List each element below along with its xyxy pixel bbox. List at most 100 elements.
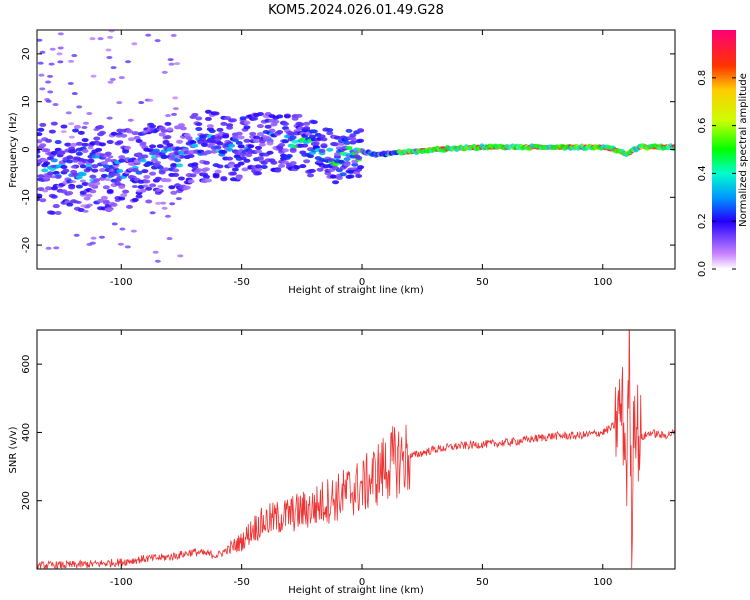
spectrogram-cell: [95, 147, 103, 152]
spectrogram-cell: [260, 164, 268, 169]
spectrogram-noise-cell: [154, 39, 161, 43]
spectrogram-cell: [355, 173, 363, 178]
spectrogram-noise-cell: [107, 80, 114, 84]
spectrogram-noise-cell: [147, 98, 154, 102]
spectrogram-cell: [256, 132, 264, 137]
spectrogram-cell: [191, 165, 199, 170]
spectrogram-cell: [75, 184, 83, 189]
spectrogram-cell: [110, 202, 118, 207]
spectrogram-y-tick-label: -20: [21, 237, 32, 253]
spectrogram-cell: [343, 162, 351, 167]
spectrogram-noise-cell: [90, 74, 97, 78]
spectrogram-noise-cell: [111, 222, 118, 226]
spectrogram-cell: [102, 199, 110, 204]
spectrogram-cell: [176, 163, 184, 168]
spectrogram-noise-cell: [169, 146, 176, 150]
spectrogram-y-tick-label: -10: [21, 189, 32, 205]
spectrogram-noise-cell: [73, 200, 80, 204]
spectrogram-cell: [85, 193, 93, 198]
spectrogram-cell: [81, 138, 89, 143]
spectrogram-cell: [164, 178, 172, 183]
spectrogram-noise-cell: [142, 184, 149, 188]
spectrogram-noise-cell: [48, 62, 55, 66]
snr-x-tick-label: -100: [110, 577, 133, 588]
spectrogram-noise-cell: [155, 201, 162, 205]
spectrogram-cell: [191, 112, 199, 117]
spectrogram-cell: [66, 159, 74, 164]
spectrogram-cell: [237, 144, 245, 149]
spectrogram-cell: [141, 169, 149, 174]
spectrogram-cell: [143, 174, 151, 179]
spectrogram-noise-cell: [135, 189, 142, 193]
spectrogram-cell: [116, 168, 124, 173]
spectrogram-cell: [60, 164, 68, 169]
spectrogram-cell: [231, 135, 239, 140]
spectrogram-noise-cell: [57, 60, 64, 64]
spectrogram-noise-cell: [65, 111, 72, 115]
spectrogram-noise-cell: [76, 105, 83, 109]
spectrogram-cell: [274, 168, 282, 173]
spectrogram-cell: [100, 195, 108, 200]
spectrogram-cell: [48, 210, 56, 215]
spectrogram-cell: [39, 122, 47, 127]
snr-y-ticks: 200 400 600: [21, 355, 675, 510]
spectrogram-cell: [164, 135, 172, 140]
spectrogram-cell: [147, 161, 155, 166]
spectrogram-x-tick-label: -100: [110, 277, 133, 288]
spectrogram-noise-cell: [56, 52, 63, 56]
spectrogram-cell: [357, 138, 365, 143]
spectrogram-noise-cell: [174, 62, 181, 66]
spectrogram-cell: [278, 143, 286, 148]
spectrogram-cell: [254, 171, 262, 176]
spectrogram-cell: [337, 159, 345, 164]
spectrogram-cell: [303, 159, 311, 164]
spectrogram-cell: [345, 128, 353, 133]
spectrogram-cell: [54, 210, 62, 215]
spectrogram-noise-cell: [70, 180, 77, 184]
spectrogram-noise-cell: [161, 70, 168, 74]
spectrogram-cell: [241, 167, 249, 172]
spectrogram-noise-cell: [91, 180, 98, 184]
spectrogram-x-tick-label: 0: [359, 277, 365, 288]
spectrogram-cell: [303, 126, 311, 131]
spectrogram-cell: [87, 159, 95, 164]
spectrogram-cell: [201, 142, 209, 147]
spectrogram-noise-cell: [67, 81, 74, 85]
spectrogram-cell: [228, 143, 236, 148]
spectrogram-cell: [43, 148, 51, 153]
spectrogram-noise-cell: [50, 175, 57, 179]
spectrogram-cell: [243, 120, 251, 125]
spectrogram-cell: [291, 116, 299, 121]
spectrogram-x-label: Height of straight line (km): [288, 285, 424, 296]
spectrogram-cell: [281, 139, 289, 144]
spectrogram-cell: [162, 139, 170, 144]
spectrogram-cell: [158, 132, 166, 137]
spectrogram-cell: [229, 118, 237, 123]
spectrogram-cell: [332, 180, 340, 185]
spectrogram-cell: [239, 156, 247, 161]
spectrogram-noise-cell: [105, 48, 112, 52]
spectrogram-cell: [50, 194, 58, 199]
colorbar-label: Normalized spectral amplitude: [738, 73, 749, 227]
spectrogram-cell: [195, 122, 203, 127]
spectrogram-cell: [220, 177, 228, 182]
spectrogram-cell: [131, 197, 139, 202]
spectrogram-cell: [278, 163, 286, 168]
figure-title: KOM5.2024.026.01.49.G28: [268, 3, 444, 18]
spectrogram-cell: [306, 154, 314, 159]
spectrogram-cell: [256, 156, 264, 161]
spectrogram-cell: [162, 167, 170, 172]
spectrogram-cell: [289, 147, 297, 152]
spectrogram-cell: [104, 157, 112, 162]
spectrogram-cell: [310, 120, 318, 125]
spectrogram-cell: [308, 168, 316, 173]
spectrogram-cell: [149, 144, 157, 149]
spectrogram-cell: [45, 186, 53, 191]
spectrogram-noise-cell: [164, 214, 171, 218]
spectrogram-cell: [75, 151, 83, 156]
spectrogram-noise-cell: [170, 112, 177, 116]
spectrogram-cell: [235, 131, 243, 136]
spectrogram-cell: [281, 121, 289, 126]
spectrogram-cell: [214, 145, 222, 150]
spectrogram-noise-cell: [172, 107, 179, 111]
